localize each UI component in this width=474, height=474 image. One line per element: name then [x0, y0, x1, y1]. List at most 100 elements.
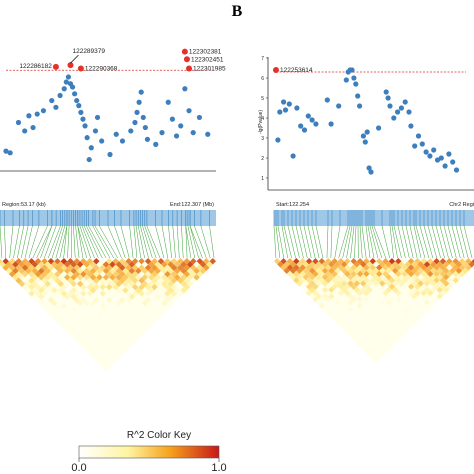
left-connector — [20, 225, 29, 259]
left-ld-cell — [47, 270, 55, 278]
right-connector — [463, 225, 473, 259]
left-ld-cell — [44, 300, 51, 307]
right-y-tick-label: 5 — [261, 96, 264, 102]
right-snp-point — [298, 123, 304, 129]
left-connector — [86, 225, 103, 259]
left-ld-cell — [41, 290, 48, 297]
left-ld-cell — [102, 293, 110, 301]
left-ld-cell — [38, 293, 45, 301]
left-connector — [194, 225, 207, 259]
left-connector — [28, 225, 40, 259]
left-lead-snp-point — [181, 48, 188, 55]
left-snp-point — [169, 116, 175, 122]
left-ld-cell — [28, 290, 35, 297]
left-ld-cell — [34, 277, 42, 284]
left-snp-point — [63, 79, 69, 85]
left-snp-point — [196, 114, 203, 121]
left-ld-cell — [122, 293, 129, 301]
right-ld-heatmap — [274, 258, 474, 364]
right-snp-point — [415, 133, 422, 139]
left-ld-cell — [31, 261, 39, 268]
right-connector — [283, 225, 292, 259]
right-snp-point — [412, 143, 418, 149]
left-ld-cell — [122, 261, 129, 268]
left-ld-cell — [122, 345, 129, 352]
left-ld-cell — [44, 306, 51, 313]
left-snp-point — [153, 141, 159, 147]
left-ld-cell — [51, 300, 58, 307]
right-manhattan-plot: -lg(Pvalue) 1 2 3 4 5 6 7 122253614 — [258, 56, 474, 191]
right-connector — [350, 225, 355, 259]
left-ld-cell — [122, 306, 129, 313]
left-ld-cell — [122, 280, 129, 288]
left-snp-point — [92, 128, 99, 134]
left-ld-cell — [57, 267, 64, 275]
left-lead-snp-point — [77, 65, 84, 72]
left-ld-cell — [25, 267, 32, 275]
left-connector — [77, 225, 88, 259]
left-connector — [137, 225, 145, 259]
right-snp-point — [351, 75, 357, 81]
left-connector — [55, 225, 66, 259]
left-ld-cell — [86, 348, 94, 356]
right-y-axis-label: -lg(Pvalue) — [258, 110, 264, 135]
right-connector — [413, 225, 422, 259]
right-snp-point — [406, 109, 412, 115]
left-ld-cell — [161, 267, 168, 275]
left-ld-cell — [51, 267, 58, 275]
left-region-strip: Region:53.17 (kb) End:122.307 (Mb) — [0, 202, 216, 259]
right-y-tick-label: 4 — [261, 116, 264, 122]
left-ld-cell — [41, 303, 48, 310]
right-snp-point — [336, 103, 342, 109]
left-ld-cell — [54, 316, 61, 323]
right-connector — [415, 225, 426, 259]
left-ld-cell — [57, 293, 64, 301]
left-ld-cell — [47, 296, 55, 304]
right-snp-point — [328, 121, 334, 127]
left-region-end-label: End:122.307 (Mb) — [170, 202, 214, 208]
right-snp-point — [294, 105, 300, 111]
right-snp-point — [282, 107, 289, 113]
left-ld-cell — [83, 345, 90, 352]
right-ld-cell — [372, 356, 380, 364]
left-snp-point — [159, 130, 165, 136]
left-snp-point — [190, 130, 196, 136]
right-region-start-label: Start:122.254 — [276, 202, 309, 208]
left-ld-cell — [31, 267, 39, 275]
left-connector — [200, 225, 211, 259]
left-ld-cell — [96, 293, 103, 301]
right-snp-point — [355, 93, 361, 99]
left-ld-cell — [44, 261, 51, 268]
right-connector — [334, 225, 341, 259]
left-ld-cell — [180, 267, 187, 275]
left-ld-cell — [31, 293, 39, 301]
right-connector — [326, 225, 329, 259]
left-ld-cell — [54, 303, 61, 310]
left-connector — [44, 225, 57, 259]
left-ld-cell — [102, 364, 110, 372]
left-ld-cell — [151, 316, 158, 323]
left-ld-cell — [44, 274, 51, 281]
right-snp-point — [357, 103, 363, 109]
left-ld-cell — [118, 322, 126, 330]
left-ld-cell — [73, 322, 81, 330]
right-region-end-label: Chr2 Regi — [449, 202, 474, 208]
left-snp-point — [3, 148, 9, 154]
left-ld-cell — [47, 264, 55, 271]
left-lead-snp-pointer — [70, 54, 79, 64]
left-ld-cell — [54, 283, 61, 291]
left-snp-point — [15, 119, 22, 126]
left-ld-cell — [161, 293, 168, 301]
left-snp-point — [34, 111, 40, 117]
right-snp-point — [387, 103, 393, 109]
left-ld-cell — [112, 322, 119, 330]
left-connector — [75, 225, 80, 259]
left-connector — [155, 225, 165, 259]
right-snp-point — [309, 117, 315, 123]
right-connector — [277, 225, 285, 259]
left-ld-cell — [193, 274, 200, 281]
left-ld-cell — [99, 348, 106, 356]
left-snp-point — [140, 114, 146, 121]
left-connector — [84, 225, 99, 259]
